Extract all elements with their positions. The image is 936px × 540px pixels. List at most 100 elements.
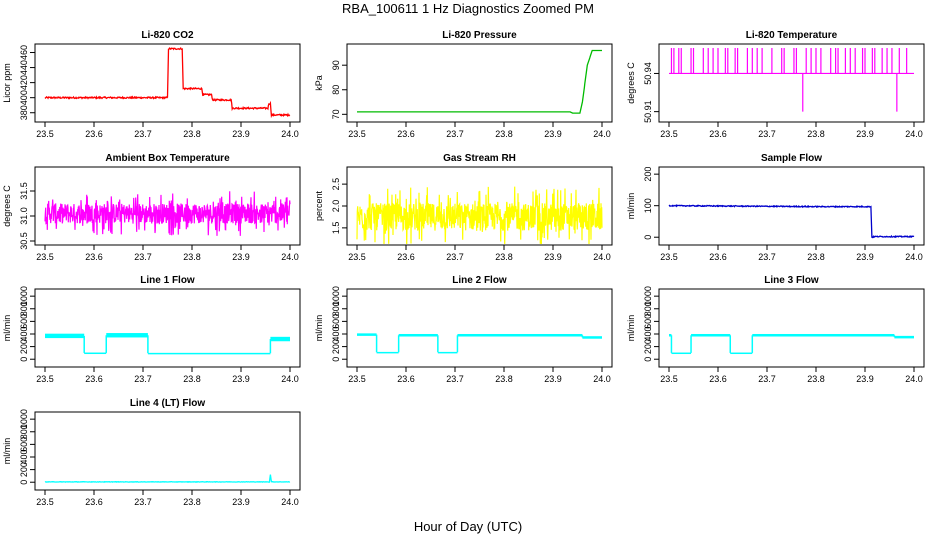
y-tick-label: 600: [19, 314, 29, 329]
y-tick-label: 0: [643, 235, 653, 240]
x-tick-label: 23.5: [348, 252, 366, 262]
y-tick-label: 200: [643, 339, 653, 354]
y-tick-label: 800: [331, 301, 341, 316]
y-tick-label: 70: [331, 109, 341, 119]
y-tick-label: 420: [19, 75, 29, 90]
x-tick-label: 23.5: [36, 252, 54, 262]
y-tick-label: 50.91: [643, 100, 653, 123]
series-band: [398, 333, 438, 337]
series-line: [44, 474, 291, 483]
y-tick-label: 400: [331, 326, 341, 341]
y-tick-label: 800: [19, 424, 29, 439]
x-tick-label: 23.5: [36, 374, 54, 384]
chart-title: Line 3 Flow: [764, 275, 819, 286]
series-band: [669, 333, 672, 337]
x-tick-label: 23.8: [495, 129, 513, 139]
y-tick-label: 2.0: [331, 200, 341, 213]
data-series: [357, 49, 602, 114]
chart-panel-9: Line 3 Flow 23.5 23.6 23.7 23.8 23.9 24.0 0 2004…: [626, 275, 925, 384]
page-title: RBA_100611 1 Hz Diagnostics Zoomed PM: [342, 1, 594, 16]
series-band: [894, 335, 914, 339]
x-tick-label: 23.5: [348, 129, 366, 139]
chart-title: Gas Stream RH: [443, 153, 516, 164]
chart-panel-2: Li-820 Pressure 23.5 23.6 23.7 23.8 23.9 24.0 7…: [314, 30, 613, 139]
x-axis-label: Hour of Day (UTC): [413, 519, 523, 534]
chart-panel-8: Line 2 Flow 23.5 23.6 23.7 23.8 23.9 24.0 0 2004…: [314, 275, 613, 384]
x-tick-label: 23.6: [709, 374, 727, 384]
chart-title: Sample Flow: [761, 153, 822, 164]
chart-title: Ambient Box Temperature: [105, 153, 230, 164]
x-tick-label: 23.8: [183, 129, 201, 139]
x-tick-label: 23.8: [495, 374, 513, 384]
y-tick-label: 800: [643, 301, 653, 316]
x-tick-label: 23.6: [709, 252, 727, 262]
y-tick-label: 0: [19, 357, 29, 362]
series-band: [671, 352, 692, 355]
x-tick-label: 23.9: [856, 374, 874, 384]
y-tick-label: 200: [331, 339, 341, 354]
y-tick-label: 31.0: [19, 207, 29, 225]
x-tick-label: 24.0: [281, 374, 299, 384]
series-band: [730, 352, 753, 355]
x-tick-label: 23.9: [232, 374, 250, 384]
x-tick-label: 23.6: [397, 252, 415, 262]
x-tick-label: 23.8: [183, 497, 201, 507]
x-tick-label: 24.0: [905, 374, 923, 384]
y-tick-label: 80: [331, 85, 341, 95]
y-tick-label: 50.94: [643, 62, 653, 85]
series-band: [437, 351, 458, 354]
y-tick-label: 0: [331, 357, 341, 362]
x-tick-label: 23.9: [232, 129, 250, 139]
x-tick-label: 23.7: [134, 129, 152, 139]
series-band: [357, 333, 377, 336]
series-line: [356, 186, 603, 244]
y-tick-label: 1000: [643, 286, 653, 306]
data-series: [45, 333, 290, 355]
y-tick-label: 400: [19, 326, 29, 341]
x-tick-label: 23.6: [397, 374, 415, 384]
y-tick-label: 1000: [19, 286, 29, 306]
plot-frame: [34, 166, 301, 246]
y-tick-label: 600: [643, 314, 653, 329]
plot-frame: [34, 411, 301, 491]
y-tick-label: 0: [19, 480, 29, 485]
y-tick-label: 400: [19, 449, 29, 464]
series-band: [457, 333, 583, 337]
x-tick-label: 23.8: [495, 252, 513, 262]
y-axis-label: degrees C: [2, 185, 12, 227]
x-tick-label: 23.9: [544, 252, 562, 262]
y-tick-label: 800: [19, 301, 29, 316]
y-tick-label: 200: [643, 167, 653, 182]
y-tick-label: 380: [19, 105, 29, 120]
y-axis-label: percent: [314, 190, 324, 221]
x-tick-label: 24.0: [905, 129, 923, 139]
y-tick-label: 0: [643, 357, 653, 362]
y-tick-label: 600: [331, 314, 341, 329]
x-tick-label: 23.5: [660, 129, 678, 139]
x-tick-label: 23.7: [758, 374, 776, 384]
x-tick-label: 23.5: [348, 374, 366, 384]
x-tick-label: 24.0: [593, 374, 611, 384]
x-tick-label: 23.8: [183, 374, 201, 384]
y-tick-label: 440: [19, 60, 29, 75]
series-line: [44, 191, 291, 236]
y-axis-label: ml/min: [626, 315, 636, 342]
y-tick-label: 1000: [331, 286, 341, 306]
series-line: [44, 46, 291, 119]
x-tick-label: 23.5: [36, 497, 54, 507]
x-tick-label: 23.9: [544, 374, 562, 384]
y-tick-label: 200: [19, 462, 29, 477]
series-line: [357, 49, 602, 114]
data-series: [44, 474, 291, 483]
x-tick-label: 23.6: [85, 252, 103, 262]
x-tick-label: 23.7: [134, 497, 152, 507]
plot-frame: [34, 288, 301, 368]
plot-frame: [346, 288, 613, 368]
y-tick-label: 600: [19, 437, 29, 452]
x-tick-label: 23.6: [397, 129, 415, 139]
y-tick-label: 100: [643, 198, 653, 213]
data-series: [356, 186, 603, 244]
x-tick-label: 23.7: [134, 252, 152, 262]
series-line: [668, 204, 915, 239]
